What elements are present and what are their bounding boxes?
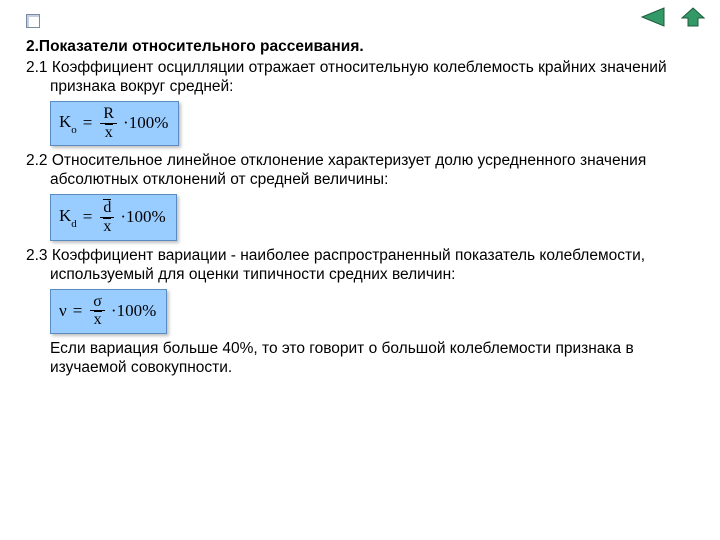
arrow-up-icon (680, 6, 706, 28)
f3-fraction: σ x (90, 294, 105, 330)
f1-den: x (105, 124, 113, 140)
f1-lhs: K (59, 112, 71, 131)
nav-controls (638, 6, 706, 28)
f3-num: σ (90, 294, 105, 312)
f2-den: x (103, 218, 111, 234)
f1-num: R (100, 106, 117, 124)
slide-content: 2.Показатели относительного рассеивания.… (26, 38, 694, 378)
f1-fraction: R x (100, 106, 117, 142)
f1-tail: ·100% (123, 113, 168, 134)
formula-block-2: Kd = d x ·100% (50, 194, 694, 241)
nav-prev-button[interactable] (638, 6, 666, 28)
paragraph-conclusion: Если вариация больше 40%, то это говорит… (26, 340, 694, 378)
paragraph-2-3: 2.3 Коэффициент вариации - наиболее расп… (26, 247, 694, 285)
f2-tail: ·100% (120, 207, 165, 228)
formula-variation: ν = σ x ·100% (50, 289, 167, 335)
f1-lhs-sub: o (71, 124, 77, 136)
f2-fraction: d x (100, 199, 114, 236)
slide: 2.Показатели относительного рассеивания.… (0, 0, 720, 540)
paragraph-2-1: 2.1 Коэффициент осцилляции отражает отно… (26, 59, 694, 97)
formula-block-1: Ko = R x ·100% (50, 101, 694, 147)
f2-num: d (103, 199, 111, 215)
formula-linear-deviation: Kd = d x ·100% (50, 194, 177, 241)
triangle-left-icon (638, 6, 666, 28)
f2-lhs: K (59, 206, 71, 225)
paragraph-2-2: 2.2 Относительное линейное отклонение ха… (26, 152, 694, 190)
f2-lhs-sub: d (71, 218, 77, 230)
f3-lhs: ν (59, 301, 67, 322)
formula-oscillation: Ko = R x ·100% (50, 101, 179, 147)
formula-block-3: ν = σ x ·100% (50, 289, 694, 335)
nav-up-button[interactable] (680, 6, 706, 28)
bullet-square-icon (26, 14, 40, 28)
section-heading: 2.Показатели относительного рассеивания. (26, 38, 694, 57)
f3-tail: ·100% (111, 301, 156, 322)
f3-den: x (94, 311, 102, 327)
